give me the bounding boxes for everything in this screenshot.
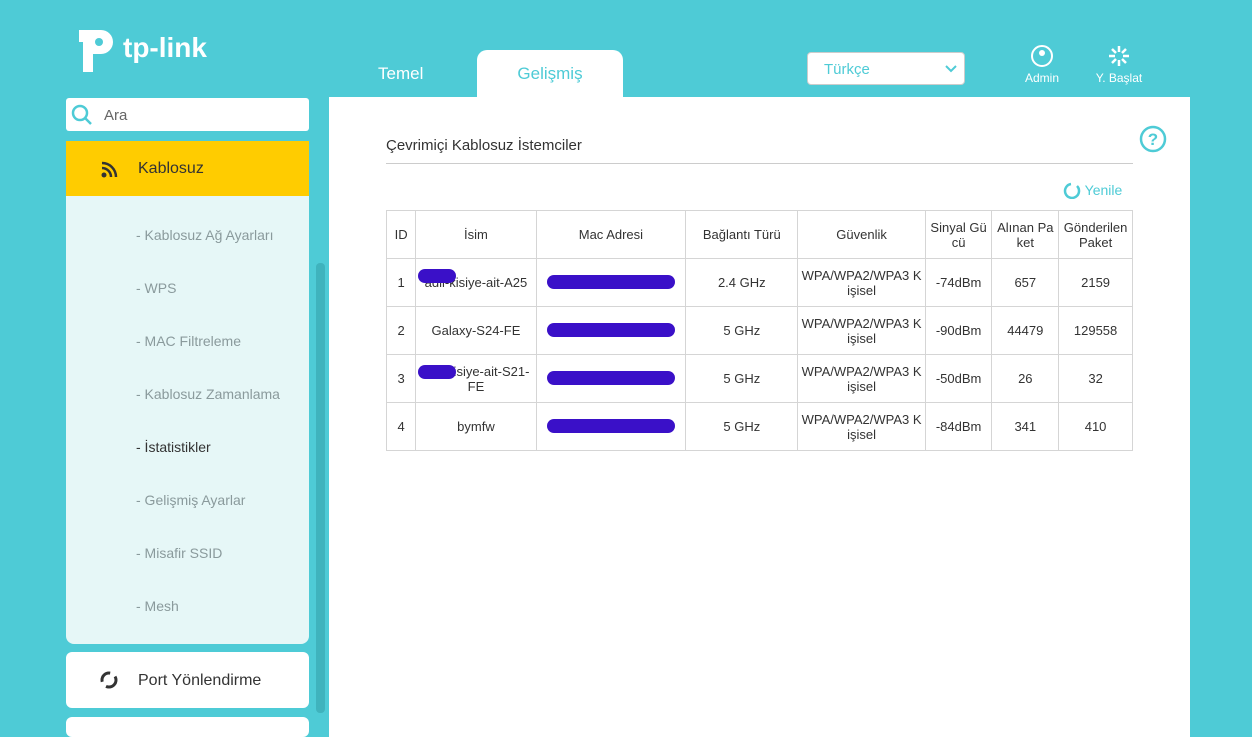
submenu-item[interactable]: - Gelişmiş Ayarlar xyxy=(136,492,246,508)
table-cell: -74dBm xyxy=(924,258,993,307)
table-cell: 5 GHz xyxy=(685,354,799,403)
column-header: Güvenlik xyxy=(797,210,926,259)
mac-cell xyxy=(535,258,687,307)
table-cell: bymfw xyxy=(415,402,537,451)
logo[interactable]: tp-link xyxy=(65,24,215,76)
svg-text:?: ? xyxy=(1148,130,1158,149)
table-cell: 3 xyxy=(385,354,417,403)
table-cell: WPA/WPA2/WPA3 Kişisel xyxy=(797,306,926,355)
column-header: Gönderilen Paket xyxy=(1058,210,1133,259)
table-cell: 2.4 GHz xyxy=(685,258,799,307)
scrollbar[interactable] xyxy=(316,263,325,713)
main-panel: Çevrimiçi Kablosuz İstemciler ? Yenile I… xyxy=(329,97,1190,737)
table-cell: 26 xyxy=(991,354,1060,403)
table-cell: -90dBm xyxy=(924,306,993,355)
search-box[interactable]: Ara xyxy=(66,98,309,131)
admin-button[interactable]: Admin xyxy=(1020,44,1064,85)
menu-active[interactable]: Kablosuz xyxy=(66,141,309,196)
tab-label: Gelişmiş xyxy=(517,64,583,83)
redaction xyxy=(418,269,457,283)
table-row: 2 Galaxy-S24-FE 5 GHz WPA/WPA2/WPA3 Kişisel… xyxy=(385,306,1133,355)
restart-icon xyxy=(1109,46,1129,66)
wifi-icon xyxy=(101,161,118,178)
table-row: 4 bymfw 5 GHz WPA/WPA2/WPA3 Kişisel -84dBm 34… xyxy=(385,402,1133,451)
table-row: 1 adli-kisiye-ait-A25 2.4 GHz WPA/WPA2/WPA3… xyxy=(385,258,1133,307)
table-row: 3 adli-kisiye-ait-S21-FE 5 GHz WPA/WPA2/WPA… xyxy=(385,354,1133,403)
table-cell: 5 GHz xyxy=(685,402,799,451)
admin-icon xyxy=(1031,45,1053,67)
column-header: Alınan Paket xyxy=(991,210,1060,259)
chevron xyxy=(945,65,957,73)
table-cell: 341 xyxy=(991,402,1060,451)
search-icon xyxy=(71,104,92,125)
column-header: İsim xyxy=(415,210,537,259)
mac-cell xyxy=(535,402,687,451)
language-select[interactable]: Türkçe xyxy=(807,52,965,85)
table-cell: 32 xyxy=(1058,354,1133,403)
submenu-item[interactable]: - MAC Filtreleme xyxy=(136,333,242,349)
logo-icon xyxy=(79,30,113,72)
column-header: Mac Adresi xyxy=(535,210,687,259)
submenu-item[interactable]: - WPS xyxy=(136,280,177,296)
table-cell: 129558 xyxy=(1058,306,1133,355)
submenu-item[interactable]: - Kablosuz Ağ Ayarları xyxy=(136,227,274,243)
language-label: Türkçe xyxy=(824,61,870,78)
refresh-icon xyxy=(1063,182,1081,200)
table-cell: 2 xyxy=(385,306,417,355)
table-cell: 657 xyxy=(991,258,1060,307)
redaction xyxy=(546,419,675,433)
column-header: ID xyxy=(385,210,417,259)
table-cell: WPA/WPA2/WPA3 Kişisel xyxy=(797,402,926,451)
table-cell: -84dBm xyxy=(924,402,993,451)
table-cell: 5 GHz xyxy=(685,306,799,355)
menu-label: Port Yönlendirme xyxy=(138,672,262,689)
port-icon xyxy=(100,671,118,689)
table-cell: Galaxy-S24-FE xyxy=(415,306,537,355)
submenu-item[interactable]: - İstatistikler xyxy=(136,439,211,455)
menu-item[interactable]: Port Yönlendirme xyxy=(66,652,309,708)
menu-label: Kablosuz xyxy=(138,160,204,177)
redaction xyxy=(546,323,675,337)
divider xyxy=(386,163,1133,164)
tab[interactable]: Temel xyxy=(378,64,424,83)
logo-text: tp-link xyxy=(123,32,207,63)
column-header: Sinyal Gücü xyxy=(924,210,993,259)
table-cell: 410 xyxy=(1058,402,1133,451)
admin-label: Admin xyxy=(1024,71,1059,85)
column-header: Bağlantı Türü xyxy=(685,210,799,259)
header-row: ID İsim Mac Adresi Bağlantı Türü Güvenlik Sin… xyxy=(385,210,1133,259)
restart-button[interactable]: Y. Başlat xyxy=(1090,44,1148,85)
table-cell: WPA/WPA2/WPA3 Kişisel xyxy=(797,354,926,403)
table-cell: 44479 xyxy=(991,306,1060,355)
refresh-label: Yenile xyxy=(1084,182,1123,198)
submenu-item[interactable]: - Misafir SSID xyxy=(136,545,223,561)
table-cell: adli-kisiye-ait-A25 xyxy=(415,258,537,307)
section-title: Çevrimiçi Kablosuz İstemciler xyxy=(386,137,582,154)
table-cell: 1 xyxy=(385,258,417,307)
refresh-button[interactable]: Yenile xyxy=(1063,181,1123,200)
redaction xyxy=(546,371,675,385)
menu-item[interactable] xyxy=(66,717,309,737)
table-body: 1 adli-kisiye-ait-A25 2.4 GHz WPA/WPA2/WPA3… xyxy=(385,258,1133,451)
submenu xyxy=(66,141,309,644)
table-cell: 2159 xyxy=(1058,258,1133,307)
mac-cell xyxy=(535,306,687,355)
redaction xyxy=(546,275,675,289)
mac-cell xyxy=(535,354,687,403)
search-placeholder: Ara xyxy=(104,107,128,124)
submenu-item[interactable]: - Kablosuz Zamanlama xyxy=(136,386,280,402)
help-icon[interactable]: ? xyxy=(1139,125,1167,153)
restart-label: Y. Başlat xyxy=(1095,71,1143,85)
table-cell: adli-kisiye-ait-S21-FE xyxy=(415,354,537,403)
table-cell: -50dBm xyxy=(924,354,993,403)
clients-table: ID İsim Mac Adresi Bağlantı Türü Güvenlik Sin… xyxy=(385,210,1133,451)
table-cell: 4 xyxy=(385,402,417,451)
table-cell: WPA/WPA2/WPA3 Kişisel xyxy=(797,258,926,307)
tab-active[interactable]: Gelişmiş xyxy=(477,50,623,98)
submenu-item[interactable]: - Mesh xyxy=(136,598,179,614)
redaction xyxy=(418,365,457,379)
